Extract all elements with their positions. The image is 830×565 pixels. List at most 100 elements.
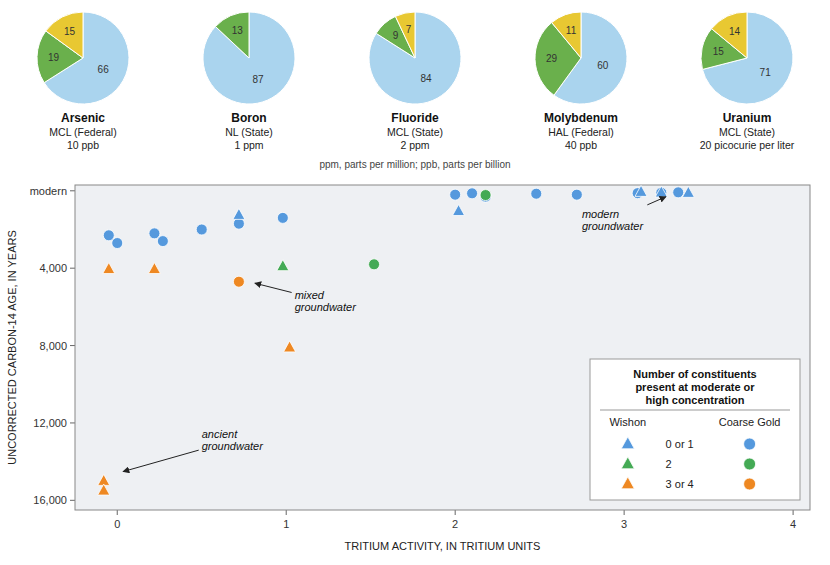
pie: 8713 (203, 12, 295, 104)
x-tick-label: 2 (452, 518, 458, 530)
legend-label: 0 or 1 (666, 438, 694, 450)
legend-symbol (744, 458, 756, 470)
pie-subtitle: MCL (State) (719, 126, 775, 138)
scatter-point (655, 186, 667, 197)
annotation-text: moderngroundwater (582, 208, 644, 232)
y-tick-label: 4,000 (39, 262, 67, 274)
chart: 661915ArsenicMCL (Federal)10 ppbppm, par… (0, 0, 830, 565)
pie-subtitle: 2 ppm (400, 139, 429, 151)
scatter-point (112, 238, 123, 249)
y-tick-label: 8,000 (39, 340, 67, 352)
pie-slice (712, 12, 747, 58)
scatter-point (369, 259, 380, 270)
x-tick (455, 510, 456, 515)
legend-label: 3 or 4 (666, 478, 694, 490)
pie-title: Uranium (723, 111, 772, 125)
scatter-point (103, 230, 114, 241)
legend-separator (600, 410, 790, 411)
annotation-text: mixedgroundwater (295, 289, 357, 313)
scatter-point (149, 228, 160, 239)
pie: 71 15 14 (701, 12, 793, 104)
text-line: ancient (202, 428, 238, 440)
legend-title: Number of constituentspresent at moderat… (633, 368, 756, 406)
scatter-point (277, 212, 288, 223)
data-label: 7 (406, 24, 412, 35)
legend-box (590, 359, 800, 500)
annotation: moderngroundwater (582, 197, 666, 232)
pie-subtitle: MCL (State) (387, 126, 443, 138)
x-axis-title: TRITIUM ACTIVITY, IN TRITIUM UNITS (345, 540, 541, 552)
scatter-point (196, 224, 207, 235)
data-label: 9 (393, 30, 399, 41)
annotation-text: ancientgroundwater (202, 428, 264, 452)
pie: 661915 (37, 12, 129, 104)
pie-slice (535, 23, 581, 96)
text-line: modern (582, 208, 619, 220)
text-line: groundwater (202, 440, 264, 452)
legend-symbol (744, 438, 756, 450)
scatter-point (531, 188, 542, 199)
annotation: ancientgroundwater (123, 428, 264, 471)
pie-slice (44, 12, 129, 104)
y-tick-label: modern (30, 185, 67, 197)
x-tick (793, 510, 794, 515)
y-axis-title: UNCORRECTED CARBON-14 AGE, IN YEARS (6, 230, 18, 465)
plot-frame (75, 185, 810, 510)
pie-title: Boron (231, 111, 266, 125)
pie-subtitle: 1 ppm (234, 139, 263, 151)
pie: 84 97 (369, 12, 461, 104)
scatter-point (284, 341, 296, 352)
text-line: present at moderate or (635, 381, 755, 393)
data-label: 11 (566, 25, 577, 36)
pie-slice (552, 12, 581, 58)
data-label: 60 (597, 60, 609, 71)
scatter-point (673, 187, 684, 198)
plot-background (75, 185, 810, 510)
y-tick-label: 16,000 (33, 494, 67, 506)
text-line: mixed (295, 289, 325, 301)
pie-subtitle: 40 ppb (565, 139, 597, 151)
scatter-point (157, 236, 168, 247)
legend-symbol (621, 477, 634, 489)
legend-column-header: Wishon (609, 416, 646, 428)
pie-title: Fluoride (391, 111, 439, 125)
pie-slice (395, 12, 415, 58)
scatter-point (233, 208, 245, 219)
scatter-point (98, 484, 110, 495)
data-label: 14 (729, 26, 741, 37)
data-label: 87 (253, 74, 265, 85)
legend-label: 2 (666, 458, 672, 470)
annotation-arrow (255, 283, 292, 292)
pie-slice (369, 12, 461, 104)
x-tick-label: 3 (621, 518, 627, 530)
data-label: 66 (98, 64, 110, 75)
y-tick (70, 500, 75, 501)
data-label: 19 (48, 52, 60, 63)
x-tick-label: 0 (114, 518, 120, 530)
data-label: 84 (421, 73, 433, 84)
pie-subtitle: NL (State) (225, 126, 272, 138)
legend-symbol (744, 478, 756, 490)
pie-subtitle: 20 picocurie per liter (700, 139, 795, 151)
pie-slice (203, 12, 295, 104)
scatter-point (571, 189, 582, 200)
scatter-point (148, 263, 160, 274)
legend: Number of constituentspresent at moderat… (590, 359, 800, 500)
text-line: groundwater (582, 220, 644, 232)
text-line: Number of constituents (633, 368, 756, 380)
scatter-point (233, 276, 244, 287)
note: ppm, parts per million; ppb, parts per b… (319, 159, 510, 170)
scatter-point (233, 218, 244, 229)
data-label: 15 (713, 46, 725, 57)
scatter-point (480, 190, 491, 201)
pie-slice (46, 12, 83, 58)
text-line: groundwater (295, 301, 357, 313)
data-label: 71 (760, 67, 772, 78)
scatter-point (467, 188, 478, 199)
x-tick (286, 510, 287, 515)
pie-subtitle: HAL (Federal) (548, 126, 614, 138)
legend-column-header: Coarse Gold (719, 416, 781, 428)
annotation-arrow (647, 197, 666, 205)
data-label: 29 (546, 53, 558, 64)
scatter-point (682, 186, 694, 197)
